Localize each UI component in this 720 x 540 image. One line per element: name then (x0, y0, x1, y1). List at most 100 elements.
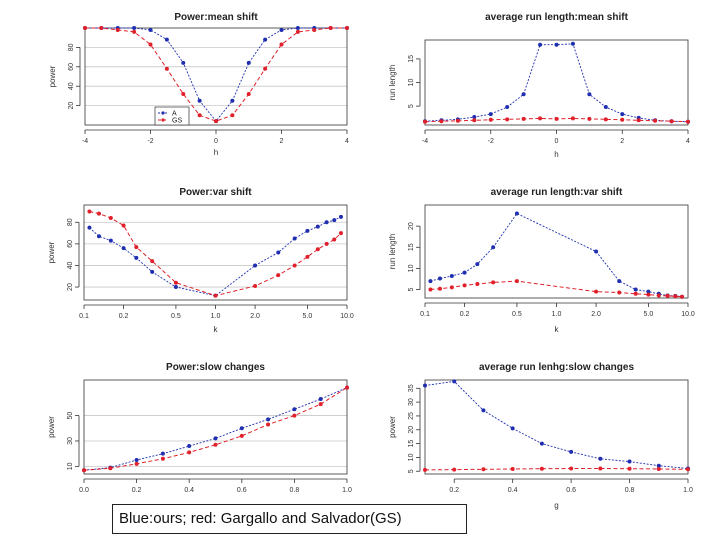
data-point-gs (538, 116, 543, 121)
data-point-gs (488, 117, 493, 122)
data-point-ours (491, 245, 496, 250)
data-point-gs (96, 211, 101, 216)
data-point-ours (246, 60, 251, 65)
data-point-ours (187, 444, 192, 449)
data-point-gs (324, 241, 329, 246)
y-axis-label: power (388, 416, 397, 438)
data-point-gs (82, 468, 86, 473)
data-point-ours (452, 379, 457, 384)
data-point-ours (292, 407, 297, 412)
data-point-gs (449, 285, 454, 290)
data-point-gs (160, 456, 165, 461)
data-point-ours (554, 42, 559, 47)
legend-entry: A (172, 111, 177, 118)
series-line-ours (85, 27, 347, 122)
data-point-ours (96, 234, 101, 239)
x-tick-label: 0.6 (237, 487, 247, 494)
data-point-ours (164, 37, 169, 42)
data-point-gs (686, 467, 690, 472)
chart-panel-3: Power:var shift 0.1 0.2 0.5 1.0 2.0 5.0 10.0 20 4… (47, 187, 354, 334)
data-point-ours (173, 285, 178, 290)
data-point-gs (230, 113, 235, 118)
y-tick-label: 15 (408, 440, 415, 448)
data-point-gs (292, 413, 297, 418)
series-line-gs (430, 280, 683, 298)
y-tick-label: 15 (408, 243, 415, 251)
data-point-ours (449, 274, 454, 279)
figure-caption: Blue:ours; red: Gargallo and Salvador(GS… (112, 504, 467, 534)
data-point-gs (587, 116, 592, 121)
data-point-gs (491, 280, 496, 285)
data-point-gs (253, 283, 258, 288)
x-axis-label: k (555, 325, 560, 334)
data-point-gs (423, 119, 427, 124)
data-point-ours (646, 289, 651, 294)
data-point-ours (656, 463, 661, 468)
data-point-ours (481, 408, 486, 413)
data-point-gs (437, 286, 442, 291)
data-point-ours (475, 262, 480, 267)
data-point-ours (230, 98, 235, 103)
series-line-gs (83, 387, 348, 471)
data-point-gs (646, 292, 651, 297)
x-tick-label: 1.0 (552, 311, 562, 318)
data-point-ours (620, 112, 625, 117)
y-axis-label: run length (388, 234, 397, 270)
x-tick-label: -2 (147, 138, 153, 145)
y-tick-label: 35 (408, 384, 415, 392)
data-point-gs (263, 66, 268, 71)
x-tick-label: 1.0 (211, 313, 221, 320)
data-point-ours (121, 246, 126, 251)
data-point-gs (656, 293, 661, 298)
y-tick-label: 25 (408, 412, 415, 420)
data-point-gs (213, 442, 218, 447)
data-point-gs (428, 287, 433, 292)
x-axis-label: h (214, 148, 218, 157)
chart-panel-2: average run length:mean shift -4 -2 0 2 4 5 10 1… (388, 12, 690, 159)
x-tick-label: 0.0 (79, 487, 89, 494)
chart-panel-5: Power:slow changes 0.0 0.2 0.4 0.6 0.8 1.0 10 30… (47, 362, 352, 494)
data-point-gs (246, 91, 251, 96)
y-tick-label: 80 (68, 43, 75, 51)
data-point-gs (594, 289, 599, 294)
data-point-ours (462, 270, 467, 275)
data-point-ours (315, 224, 320, 229)
plot-frame (83, 204, 348, 301)
data-point-gs (318, 402, 323, 407)
y-tick-label: 5 (408, 469, 415, 473)
data-point-gs (134, 245, 139, 250)
data-point-ours (488, 112, 493, 117)
x-tick-label: 0.5 (171, 313, 181, 320)
x-tick-label: 0.5 (512, 311, 522, 318)
data-point-ours (253, 263, 258, 268)
x-tick-label: 0.4 (184, 487, 194, 494)
chart-panel-6: average run lenhg:slow changes 0.2 0.4 0.6 0… (388, 362, 693, 510)
chart-panel-4: average run length:var shift 0.1 0.2 0.5 1.0… (388, 187, 695, 334)
data-point-gs (108, 215, 113, 220)
series-line-gs (85, 27, 347, 122)
data-point-gs (134, 461, 139, 466)
data-point-gs (121, 223, 126, 228)
data-point-gs (181, 91, 186, 96)
data-point-ours (598, 456, 603, 461)
data-point-gs (187, 450, 192, 455)
x-tick-label: 2.0 (250, 313, 260, 320)
data-point-ours (132, 26, 137, 30)
data-point-ours (292, 236, 297, 241)
y-tick-label: 40 (68, 82, 75, 90)
y-axis-label: power (47, 416, 56, 438)
data-point-ours (617, 279, 622, 284)
data-point-ours (295, 26, 300, 30)
data-point-gs (132, 29, 137, 34)
x-tick-label: 10.0 (681, 311, 695, 318)
data-point-ours (510, 426, 515, 431)
legend-marker (161, 118, 165, 122)
data-point-gs (455, 118, 460, 123)
x-tick-label: 0 (214, 138, 218, 145)
y-tick-label: 50 (67, 412, 74, 420)
x-tick-label: -4 (82, 138, 88, 145)
data-point-gs (345, 385, 349, 390)
data-point-ours (539, 441, 544, 446)
data-point-gs (213, 293, 218, 298)
chart-title: Power:var shift (179, 187, 252, 198)
